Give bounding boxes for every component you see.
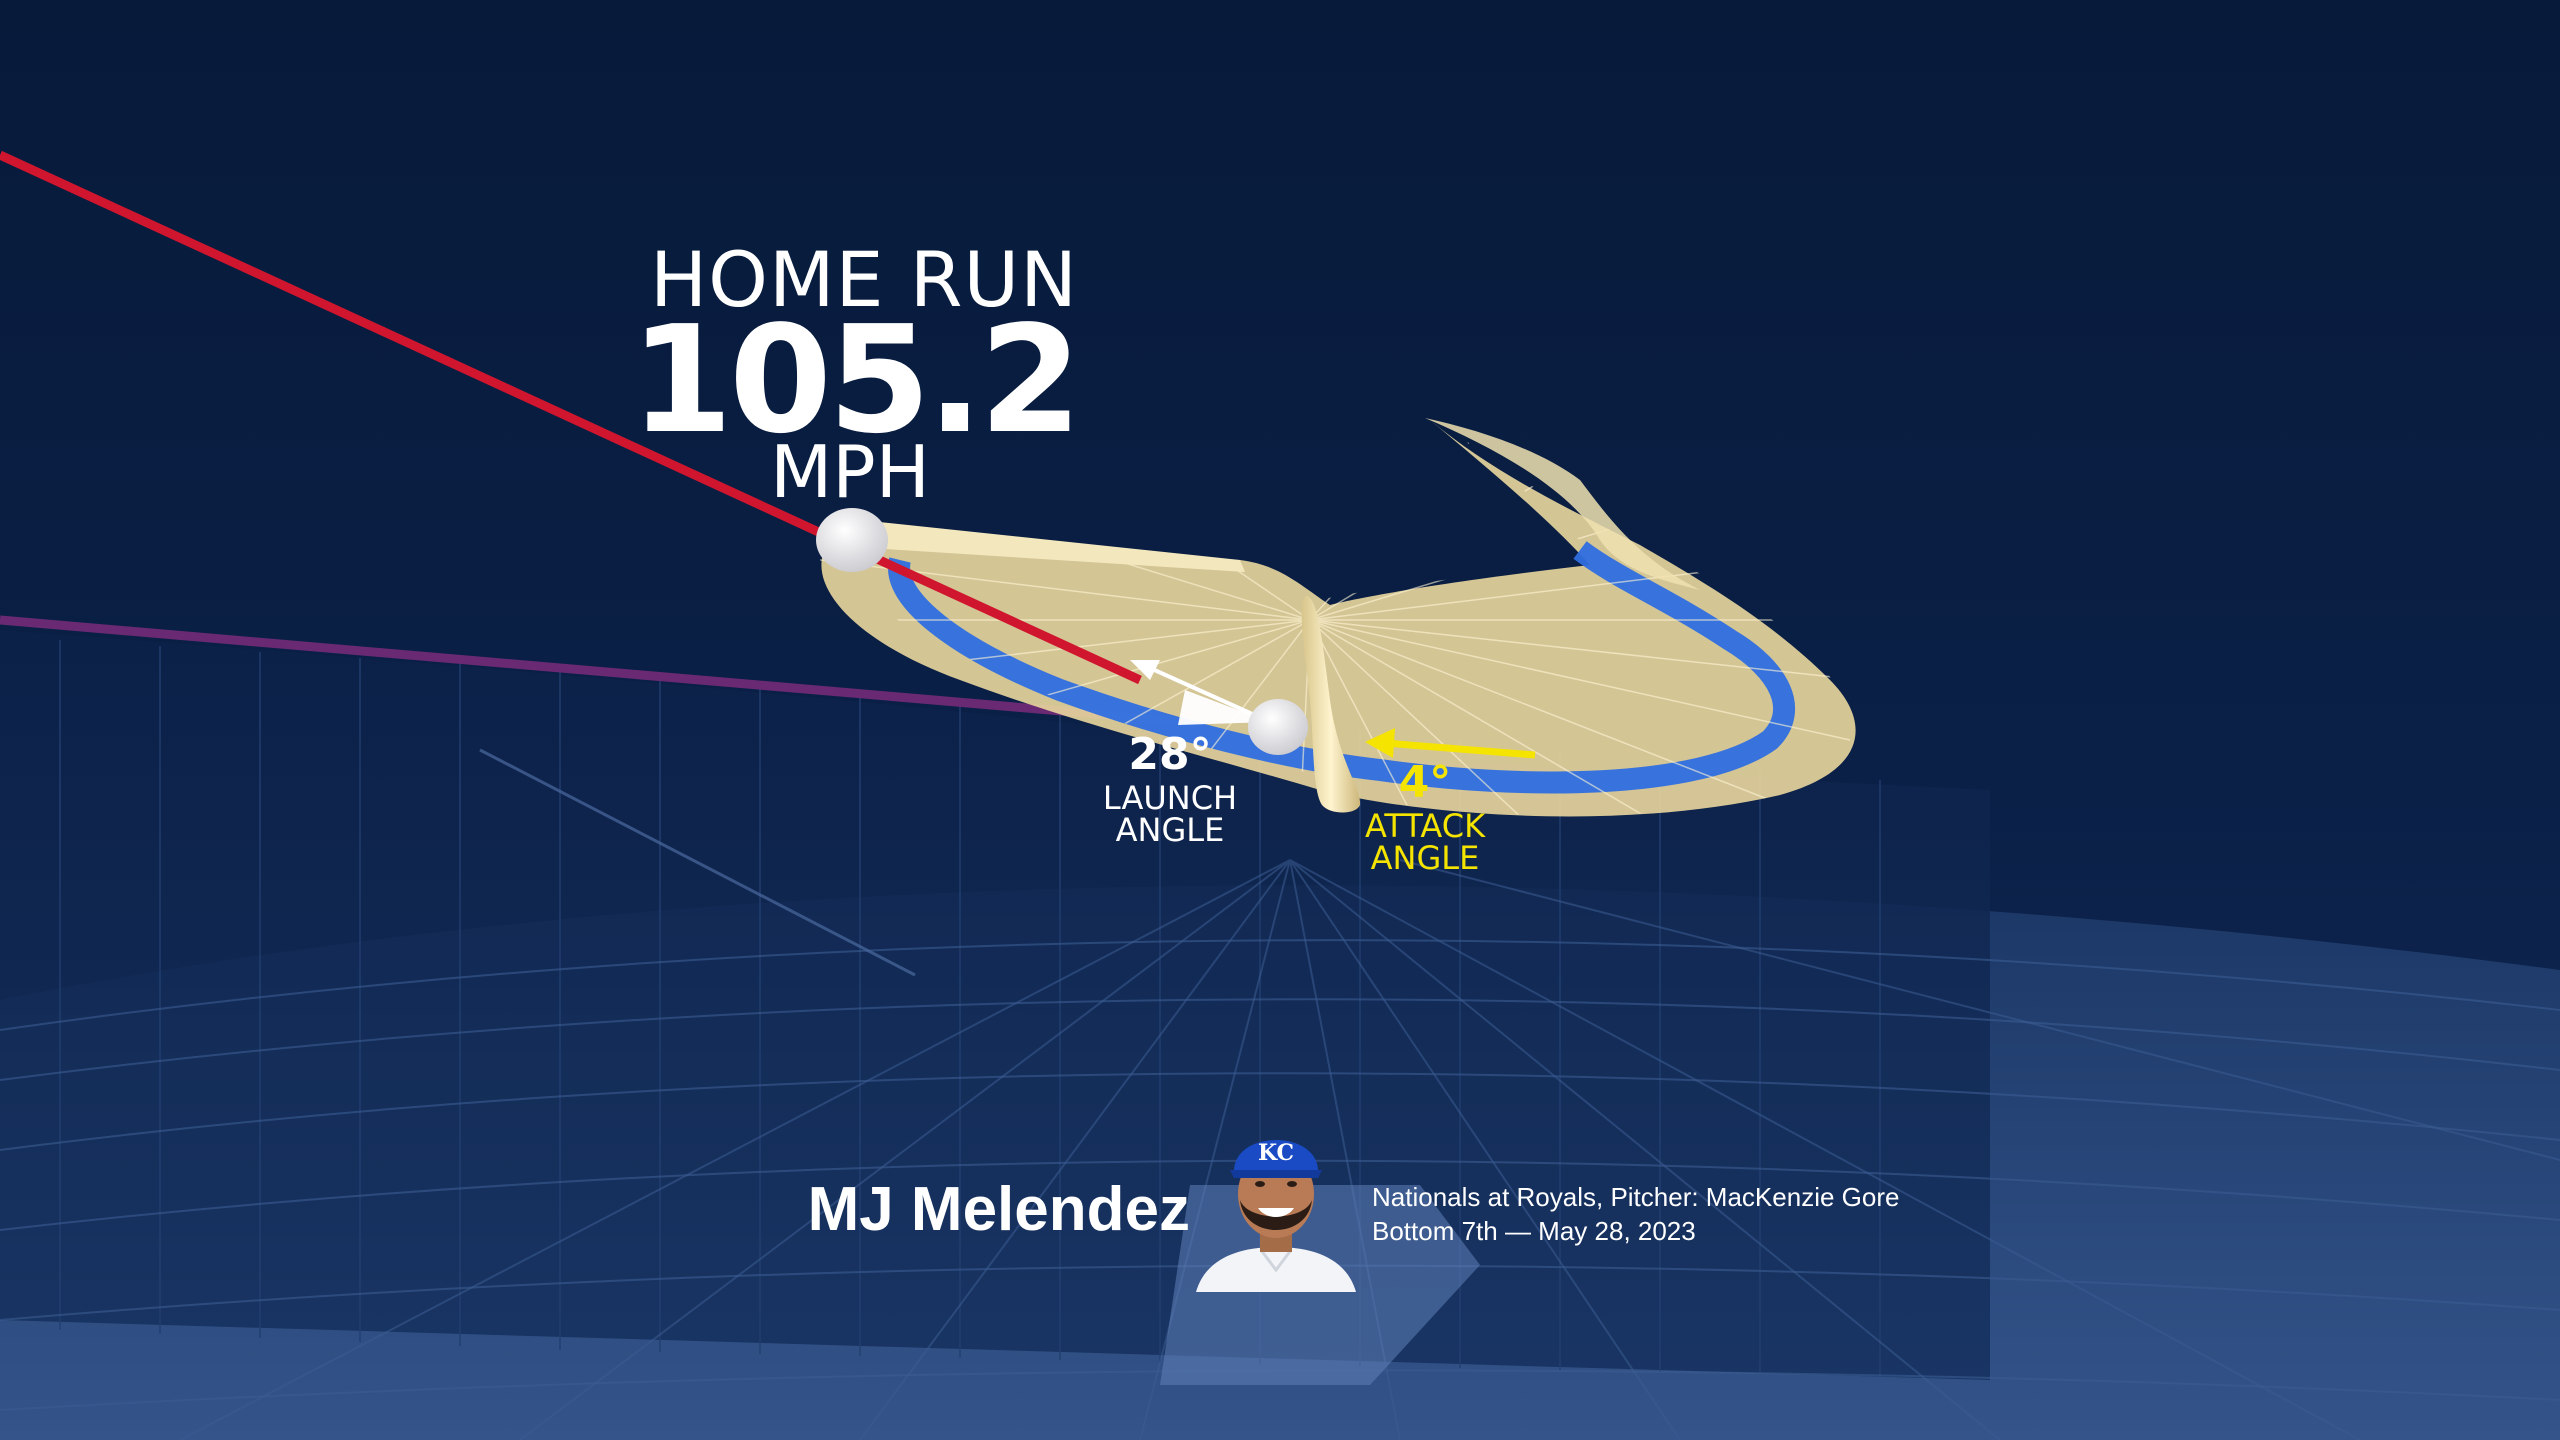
baseball-contact-icon [1248,699,1308,755]
hit-trajectory [0,150,1142,685]
hit-result-label: HOME RUN [650,235,1079,324]
launch-angle-wedge [1178,690,1270,725]
swing-path-surface [821,420,1856,817]
swing-follow-through [1425,418,1700,590]
launch-angle-value: 28° [1128,729,1212,780]
team-logo: KC [1258,1140,1294,1166]
bat-icon [1301,596,1361,813]
attack-angle-value: 4° [1398,757,1452,808]
exit-velocity-unit: MPH [770,430,930,514]
baseball-icon [816,508,888,572]
player-name: MJ Melendez [807,1175,1190,1244]
attack-angle-label: ATTACK ANGLE [1364,807,1486,877]
game-inning-date: Bottom 7th — May 28, 2023 [1372,1216,1696,1246]
game-matchup: Nationals at Royals, Pitcher: MacKenzie … [1372,1182,1900,1212]
backstop-wall [0,630,1990,1380]
bat-barrel-blade [860,520,1245,572]
attack-angle-arrow [1384,739,1536,759]
exit-velocity-value: 105.2 [630,294,1082,466]
swing-band [888,541,1796,794]
pitch-trajectory [0,615,1191,727]
launch-angle-label: LAUNCH ANGLE [1102,779,1238,849]
player-headshot-icon: KC [1196,1140,1356,1292]
game-info: Nationals at Royals, Pitcher: MacKenzie … [1372,1180,1899,1248]
